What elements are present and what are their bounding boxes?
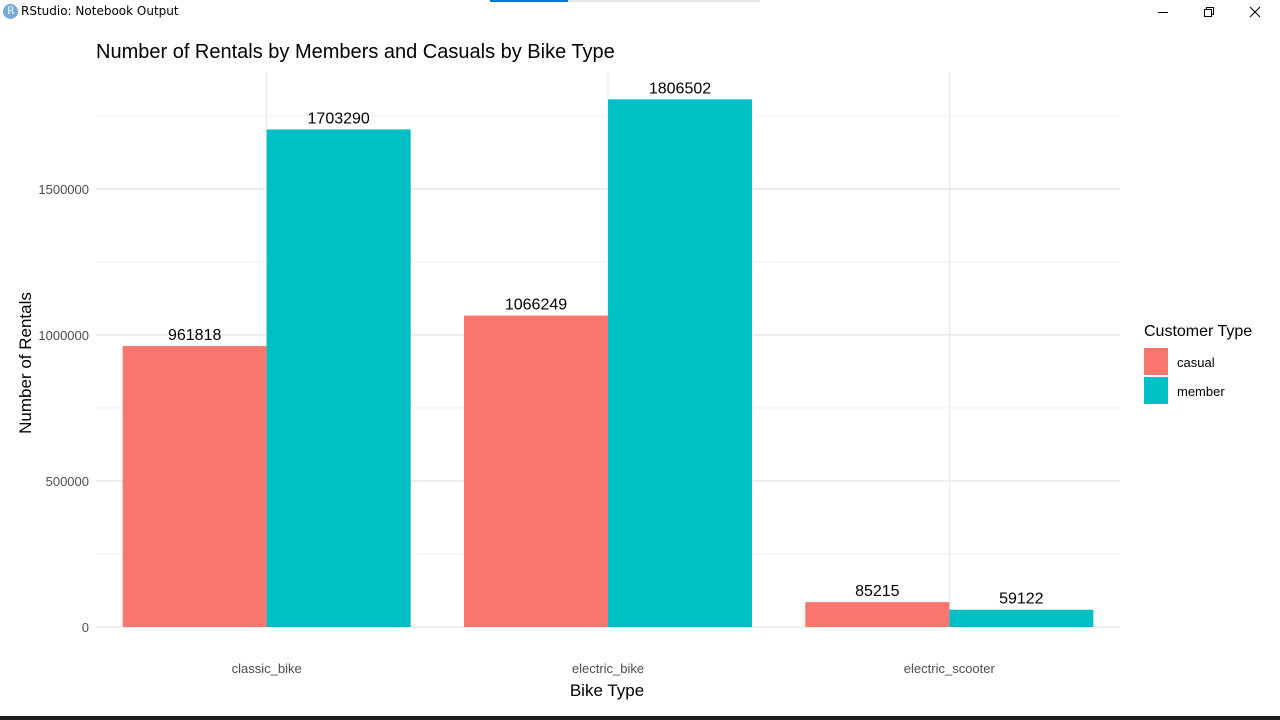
y-tick-label: 0	[82, 620, 89, 635]
data-label: 85215	[855, 583, 900, 600]
window-title: RStudio: Notebook Output	[21, 4, 179, 18]
data-label: 961818	[168, 327, 221, 344]
data-label: 1066249	[505, 297, 567, 314]
data-labels: 961818 1703290 1066249 1806502 85215 59122	[168, 80, 1044, 607]
bar-member-electric_scooter	[949, 609, 1094, 627]
y-tick-label: 500000	[46, 474, 89, 489]
taskbar-edge	[0, 716, 1280, 720]
title-bar: R RStudio: Notebook Output	[0, 0, 1280, 24]
legend: Customer Type casual member	[1144, 323, 1252, 404]
y-tick-label: 1000000	[38, 328, 89, 343]
restore-button[interactable]	[1186, 0, 1232, 24]
rstudio-logo-icon: R	[3, 4, 18, 19]
bar-casual-classic_bike	[122, 346, 267, 627]
data-label: 1703290	[308, 110, 370, 127]
x-tick-label: classic_bike	[232, 661, 302, 676]
focus-strip	[490, 0, 760, 2]
bar-member-classic_bike	[266, 129, 411, 627]
y-axis-title: Number of Rentals	[16, 292, 35, 434]
close-icon	[1249, 6, 1261, 18]
bars	[122, 99, 1094, 627]
focus-strip-active	[490, 0, 568, 2]
minimize-button[interactable]	[1140, 0, 1186, 24]
legend-entry: member	[1177, 384, 1225, 399]
bar-member-electric_bike	[608, 99, 752, 627]
data-label: 59122	[999, 591, 1044, 608]
chart-title: Number of Rentals by Members and Casuals…	[96, 41, 615, 63]
legend-key-casual	[1144, 348, 1168, 375]
bar-chart: 961818 1703290 1066249 1806502 85215 59122 cl…	[16, 41, 1252, 700]
legend-entry: casual	[1177, 355, 1215, 370]
x-tick-label: electric_scooter	[904, 661, 996, 676]
bar-casual-electric_bike	[464, 315, 608, 627]
restore-icon	[1204, 7, 1214, 17]
axis-ticks: classic_bike electric_bike electric_scoote…	[38, 182, 995, 676]
y-tick-label: 1500000	[38, 182, 89, 197]
x-tick-label: electric_bike	[572, 661, 644, 676]
legend-title: Customer Type	[1144, 323, 1252, 340]
close-button[interactable]	[1232, 0, 1278, 24]
minimize-icon	[1158, 12, 1168, 13]
x-axis-title: Bike Type	[570, 681, 644, 700]
data-label: 1806502	[649, 80, 711, 97]
bar-casual-electric_scooter	[805, 602, 950, 627]
legend-key-member	[1144, 377, 1168, 404]
